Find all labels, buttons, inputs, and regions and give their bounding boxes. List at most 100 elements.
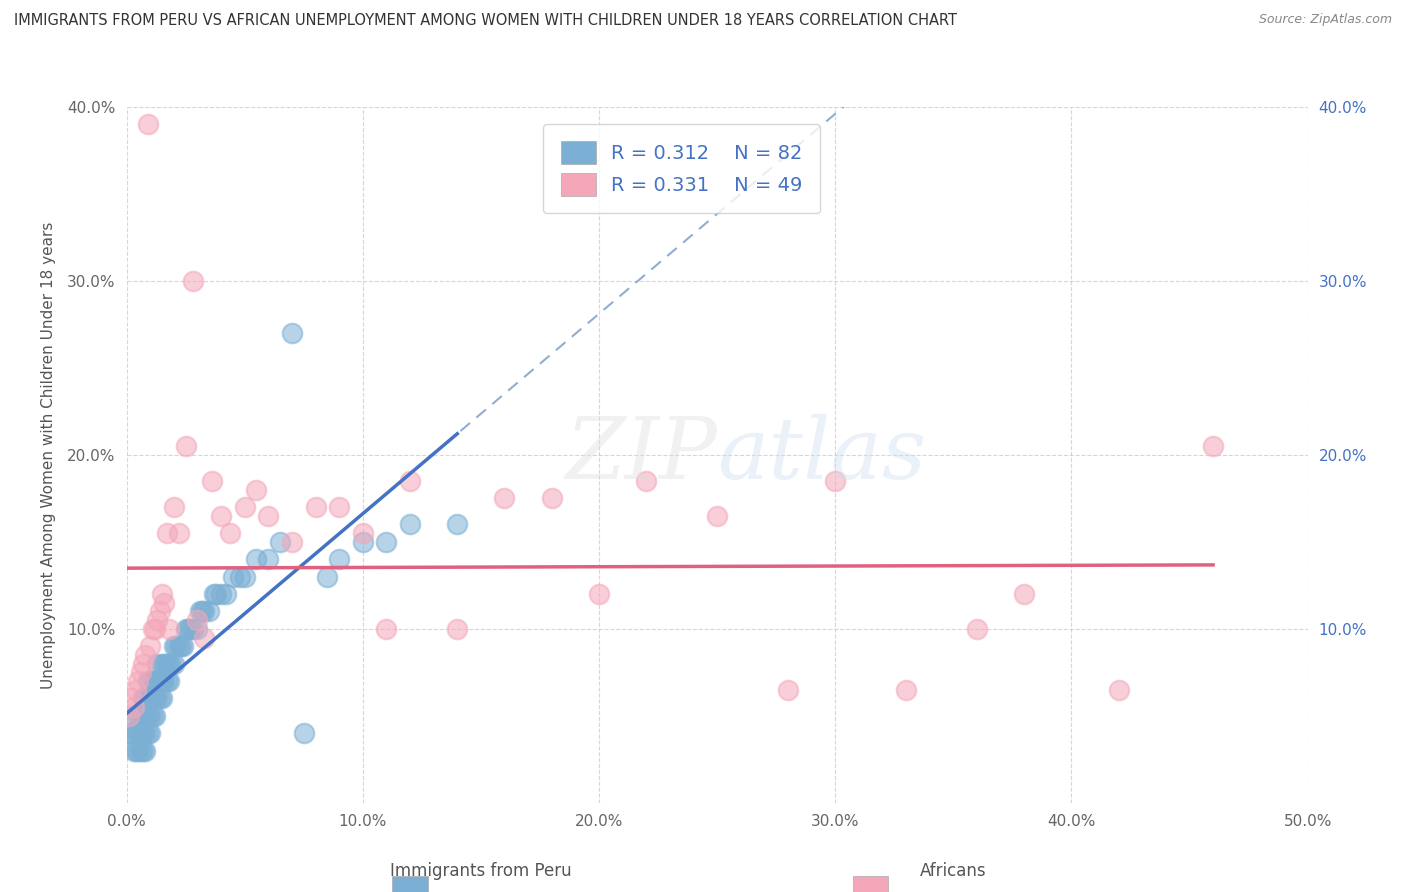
Point <box>163 500 186 514</box>
Point <box>172 639 194 653</box>
Point <box>181 622 204 636</box>
Point <box>257 552 280 566</box>
Point <box>188 605 211 619</box>
Point <box>281 326 304 340</box>
Point <box>328 500 350 514</box>
Point <box>132 744 155 758</box>
Point <box>125 726 148 740</box>
Point <box>122 708 145 723</box>
Text: Africans: Africans <box>920 862 987 880</box>
Point <box>139 708 162 723</box>
Point <box>127 744 149 758</box>
Point <box>191 605 214 619</box>
Point <box>125 682 148 697</box>
Point <box>156 526 179 541</box>
Point <box>139 639 162 653</box>
Point <box>149 691 172 706</box>
Point <box>179 622 201 636</box>
Point <box>316 570 339 584</box>
Point <box>292 726 315 740</box>
Text: ZIP: ZIP <box>565 414 717 496</box>
Point <box>139 674 162 689</box>
Point <box>304 500 326 514</box>
Point <box>209 508 232 523</box>
Point <box>127 708 149 723</box>
Point <box>193 631 215 645</box>
Point <box>129 665 152 680</box>
Point <box>245 552 267 566</box>
Point <box>139 691 162 706</box>
Point <box>193 605 215 619</box>
Point <box>399 517 422 532</box>
Point <box>352 534 374 549</box>
Point <box>153 657 176 671</box>
Point <box>129 744 152 758</box>
Point <box>150 657 173 671</box>
Point <box>198 605 221 619</box>
Point <box>120 691 142 706</box>
Point <box>132 657 155 671</box>
Point <box>150 691 173 706</box>
Point <box>146 691 169 706</box>
Point <box>163 639 186 653</box>
Point <box>245 483 267 497</box>
Point <box>174 439 197 453</box>
Point <box>146 674 169 689</box>
Point <box>134 648 156 662</box>
Point <box>141 691 163 706</box>
Point <box>181 274 204 288</box>
Point <box>157 622 180 636</box>
Point <box>375 622 398 636</box>
Point <box>132 691 155 706</box>
Point <box>281 534 304 549</box>
Point <box>1108 682 1130 697</box>
Point <box>233 570 256 584</box>
Point <box>588 587 610 601</box>
Point <box>824 474 846 488</box>
Text: Source: ZipAtlas.com: Source: ZipAtlas.com <box>1258 13 1392 27</box>
Point <box>146 613 169 627</box>
Point <box>134 708 156 723</box>
Point <box>200 474 222 488</box>
Point <box>352 526 374 541</box>
Point <box>125 744 148 758</box>
Point <box>141 674 163 689</box>
Point <box>153 674 176 689</box>
Legend: R = 0.312    N = 82, R = 0.331    N = 49: R = 0.312 N = 82, R = 0.331 N = 49 <box>543 124 820 213</box>
Point <box>636 474 658 488</box>
Point <box>127 726 149 740</box>
Point <box>134 691 156 706</box>
Point <box>186 613 208 627</box>
Point <box>156 674 179 689</box>
Text: IMMIGRANTS FROM PERU VS AFRICAN UNEMPLOYMENT AMONG WOMEN WITH CHILDREN UNDER 18 : IMMIGRANTS FROM PERU VS AFRICAN UNEMPLOY… <box>14 13 957 29</box>
Point <box>1202 439 1225 453</box>
Point <box>150 674 173 689</box>
Point <box>139 726 162 740</box>
Point <box>163 657 186 671</box>
Point <box>167 526 190 541</box>
Point <box>157 674 180 689</box>
Point <box>136 708 159 723</box>
Point <box>127 674 149 689</box>
Point <box>136 726 159 740</box>
Point <box>1012 587 1035 601</box>
Point <box>149 605 172 619</box>
Point <box>966 622 988 636</box>
Point <box>446 517 468 532</box>
Point <box>399 474 422 488</box>
Point <box>129 726 152 740</box>
Point <box>446 622 468 636</box>
Point <box>134 744 156 758</box>
Point <box>160 657 183 671</box>
Point <box>132 708 155 723</box>
Point <box>150 587 173 601</box>
Point <box>143 622 166 636</box>
Point <box>776 682 799 697</box>
Point <box>143 708 166 723</box>
Point <box>269 534 291 549</box>
Point <box>129 708 152 723</box>
Point <box>136 117 159 131</box>
Point <box>136 691 159 706</box>
Point <box>122 744 145 758</box>
Point <box>219 526 242 541</box>
